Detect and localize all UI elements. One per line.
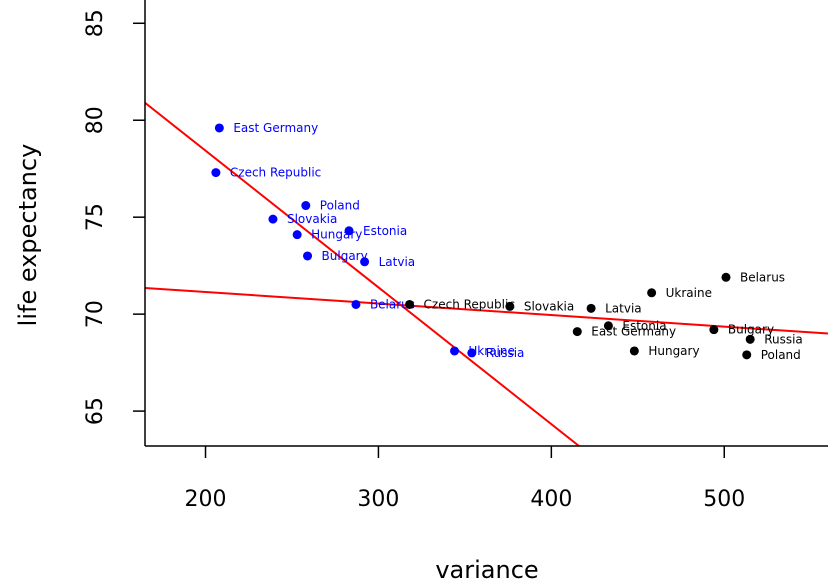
point-label: Russia (764, 332, 803, 346)
point-label: Bulgary (728, 323, 774, 337)
data-point (450, 346, 460, 356)
point-label: Latvia (605, 301, 642, 315)
point-label: Belarus (740, 270, 785, 284)
point-label: Slovakia (287, 212, 337, 226)
y-tick-label: 65 (83, 397, 108, 425)
fit-line (145, 101, 580, 446)
data-point (647, 288, 657, 298)
data-point (603, 321, 613, 331)
data-point (360, 257, 370, 267)
x-tick-label: 400 (530, 487, 572, 512)
y-tick-label: 75 (83, 203, 108, 231)
data-point (351, 299, 361, 309)
point-label: Czech Republic (424, 297, 515, 311)
point-label: Latvia (379, 255, 416, 269)
point-label: Poland (761, 348, 801, 362)
point-label: Russia (486, 346, 525, 360)
point-label: Ukraine (469, 344, 515, 358)
y-tick-label: 80 (83, 106, 108, 134)
data-point (467, 348, 477, 358)
data-point (292, 230, 302, 240)
data-point (214, 123, 224, 133)
data-point (211, 168, 221, 178)
x-tick-label: 500 (703, 487, 745, 512)
data-point (742, 350, 752, 360)
data-point (301, 201, 311, 211)
data-point (629, 346, 639, 356)
y-tick-label: 85 (83, 9, 108, 37)
point-label: East Germany (591, 325, 676, 339)
point-label: Hungary (311, 228, 362, 242)
data-point (505, 301, 515, 311)
point-label: Ukraine (666, 286, 712, 300)
point-label: Hungary (648, 344, 699, 358)
x-tick-label: 300 (357, 487, 399, 512)
point-label: Slovakia (524, 299, 574, 313)
data-point (268, 214, 278, 224)
x-tick-label: 200 (185, 487, 227, 512)
point-label: Poland (320, 199, 360, 213)
data-point (344, 226, 354, 236)
point-label: Czech Republic (230, 166, 321, 180)
data-point (745, 334, 755, 344)
x-axis-title: variance (435, 556, 538, 584)
y-tick-label: 70 (83, 300, 108, 328)
x-axis-ticks: 200 300 400 500 (185, 446, 745, 512)
y-axis-title: life expectancy (14, 144, 42, 327)
data-point (586, 303, 596, 313)
point-label: Belarus (370, 297, 415, 311)
data-point (303, 251, 313, 261)
point-label: East Germany (233, 121, 318, 135)
y-axis-ticks: 65 70 75 80 85 (83, 9, 145, 425)
point-label: Estonia (622, 319, 666, 333)
data-point (721, 272, 731, 282)
data-point (572, 327, 582, 337)
point-label: Bulgary (322, 249, 368, 263)
data-point (405, 299, 415, 309)
data-point (709, 325, 719, 335)
point-label: Estonia (363, 224, 407, 238)
